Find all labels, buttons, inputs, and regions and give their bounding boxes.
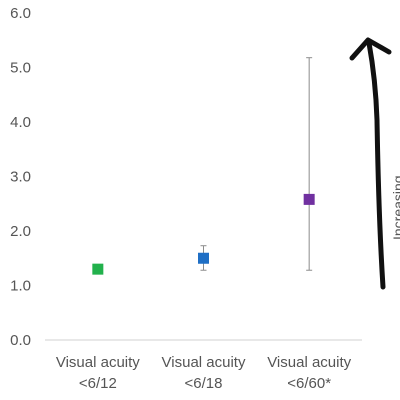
data-points — [92, 193, 315, 275]
x-category-label: Visual acuity — [162, 354, 246, 371]
x-category-label: <6/12 — [79, 375, 117, 392]
hand-drawn-arrow-annotation — [349, 37, 392, 290]
cut-off-annotation-text: Increasing ... — [390, 160, 400, 240]
data-point-marker — [198, 252, 209, 264]
y-tick-label: 3.0 — [10, 169, 31, 186]
y-axis-tick-labels: 0.0 1.0 2.0 3.0 4.0 5.0 6.0 — [10, 5, 31, 349]
y-tick-label: 2.0 — [10, 223, 31, 240]
data-point-marker — [92, 263, 104, 275]
y-tick-label: 6.0 — [10, 5, 31, 22]
x-category-label: Visual acuity — [56, 354, 140, 371]
x-category-label: Visual acuity — [267, 354, 351, 371]
arrow-head — [349, 37, 392, 61]
data-point-marker — [303, 193, 315, 205]
y-tick-label: 4.0 — [10, 114, 31, 131]
y-tick-label: 1.0 — [10, 278, 31, 295]
y-tick-label: 5.0 — [10, 60, 31, 77]
y-tick-label: 0.0 — [10, 332, 31, 349]
arrow-shaft — [366, 40, 386, 290]
x-axis-category-labels: Visual acuity <6/12 Visual acuity <6/18 Visu… — [56, 354, 352, 392]
x-category-label: <6/18 — [185, 375, 223, 392]
x-category-label: <6/60* — [287, 375, 331, 392]
error-bars — [200, 57, 313, 271]
